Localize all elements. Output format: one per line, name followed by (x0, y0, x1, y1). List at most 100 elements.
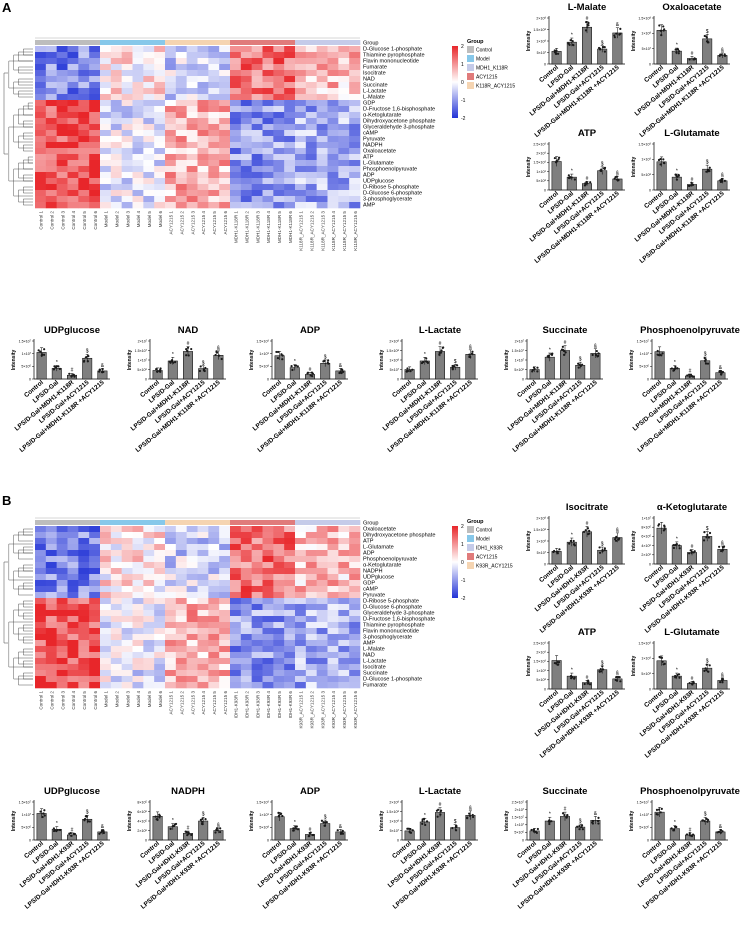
heat-cell (273, 94, 285, 101)
heat-cell (295, 64, 307, 71)
chart-title: Oxaloacetate (662, 2, 721, 13)
heat-cell (273, 196, 285, 203)
heat-cell (251, 112, 263, 119)
heat-cell (100, 76, 112, 83)
data-point (603, 167, 606, 170)
significance-mark: * (56, 360, 58, 366)
heat-cell (89, 622, 101, 629)
heat-cell (273, 538, 285, 545)
data-point (585, 21, 588, 24)
data-point (440, 349, 443, 352)
heat-cell (110, 112, 122, 119)
heat-cell (219, 580, 231, 587)
heat-cell (175, 190, 187, 197)
heat-cell (143, 622, 155, 629)
heat-cell (186, 634, 198, 641)
heat-cell (121, 580, 133, 587)
heat-row-label: D-Ribose 5-phosphate (363, 599, 419, 605)
heat-cell (295, 586, 307, 593)
heat-cell (305, 598, 317, 605)
data-point (707, 670, 710, 673)
bar-chart: OxaloacetateIntensity05×10⁷1×10⁸1.5×10⁸C… (631, 2, 730, 139)
heat-cell (89, 112, 101, 119)
heat-cell (132, 628, 144, 635)
y-tick-label: 1×10⁷ (22, 352, 32, 356)
heat-cell (121, 550, 133, 557)
heat-cell (230, 58, 242, 65)
heat-cell (175, 124, 187, 131)
significance-mark: & (339, 824, 343, 830)
heat-cell (251, 196, 263, 203)
heat-cell (197, 556, 209, 563)
heat-cell (305, 58, 317, 65)
y-tick-label: 0 (29, 377, 31, 381)
data-point (203, 369, 206, 372)
heat-cell (45, 652, 57, 659)
heat-cell (132, 58, 144, 65)
heat-cell (100, 580, 112, 587)
y-axis-label: Intensity (11, 811, 17, 832)
data-point (569, 39, 572, 42)
heat-cell (305, 46, 317, 53)
heat-cell (197, 538, 209, 545)
heat-cell (89, 652, 101, 659)
heat-cell (132, 190, 144, 197)
y-tick-label: 1.5×10⁸ (386, 810, 399, 814)
heat-cell (284, 154, 296, 161)
heat-cell (284, 64, 296, 71)
group-bar-cell (305, 40, 317, 45)
group-bar-cell (35, 40, 47, 45)
heat-cell (175, 178, 187, 185)
heat-row-label: Glyceraldehyde 3-phosphate (363, 125, 435, 131)
heat-cell (230, 112, 242, 119)
group-bar-cell (56, 520, 68, 525)
data-point (571, 43, 574, 46)
heat-cell (305, 172, 317, 179)
heat-cell (197, 670, 209, 677)
heat-cell (295, 676, 307, 683)
data-point (172, 824, 176, 828)
heat-cell (316, 106, 328, 113)
heat-cell (121, 664, 133, 671)
heat-cell (338, 124, 350, 131)
heat-cell (208, 202, 220, 209)
heat-cell (327, 46, 339, 53)
heat-cell (219, 148, 231, 155)
heat-cell (316, 556, 328, 563)
heat-cell (89, 562, 101, 569)
heat-cell (349, 640, 361, 647)
heat-col-label: ACY1215 3 (190, 211, 195, 235)
heat-cell (132, 112, 144, 119)
data-point (294, 364, 297, 367)
heat-cell (35, 682, 47, 689)
group-bar-cell (110, 520, 122, 525)
data-point (172, 361, 175, 364)
heat-cell (251, 94, 263, 101)
heat-cell (305, 658, 317, 665)
heat-cell (240, 88, 252, 95)
heat-cell (273, 178, 285, 185)
heat-cell (338, 196, 350, 203)
heat-cell (110, 634, 122, 641)
heat-cell (186, 118, 198, 125)
heat-cell (295, 124, 307, 131)
heat-col-label: Model 4 (136, 211, 141, 228)
heat-cell (154, 100, 166, 107)
heat-cell (56, 670, 68, 677)
heat-cell (175, 106, 187, 113)
heat-cell (262, 70, 274, 77)
heat-cell (110, 82, 122, 89)
heat-cell (45, 196, 57, 203)
heat-cell (338, 58, 350, 65)
data-point (185, 831, 188, 834)
heat-cell (284, 148, 296, 155)
heat-row-label: D-Ribose 5-phosphate (363, 185, 419, 191)
heat-cell (100, 658, 112, 665)
heat-cell (121, 646, 133, 653)
heat-cell (154, 580, 166, 587)
bar-chart: L-LactateIntensity05×10⁷1×10⁸1.5×10⁸2×10… (379, 325, 478, 454)
data-point (217, 354, 221, 357)
data-point (602, 668, 605, 671)
heat-cell (316, 580, 328, 587)
